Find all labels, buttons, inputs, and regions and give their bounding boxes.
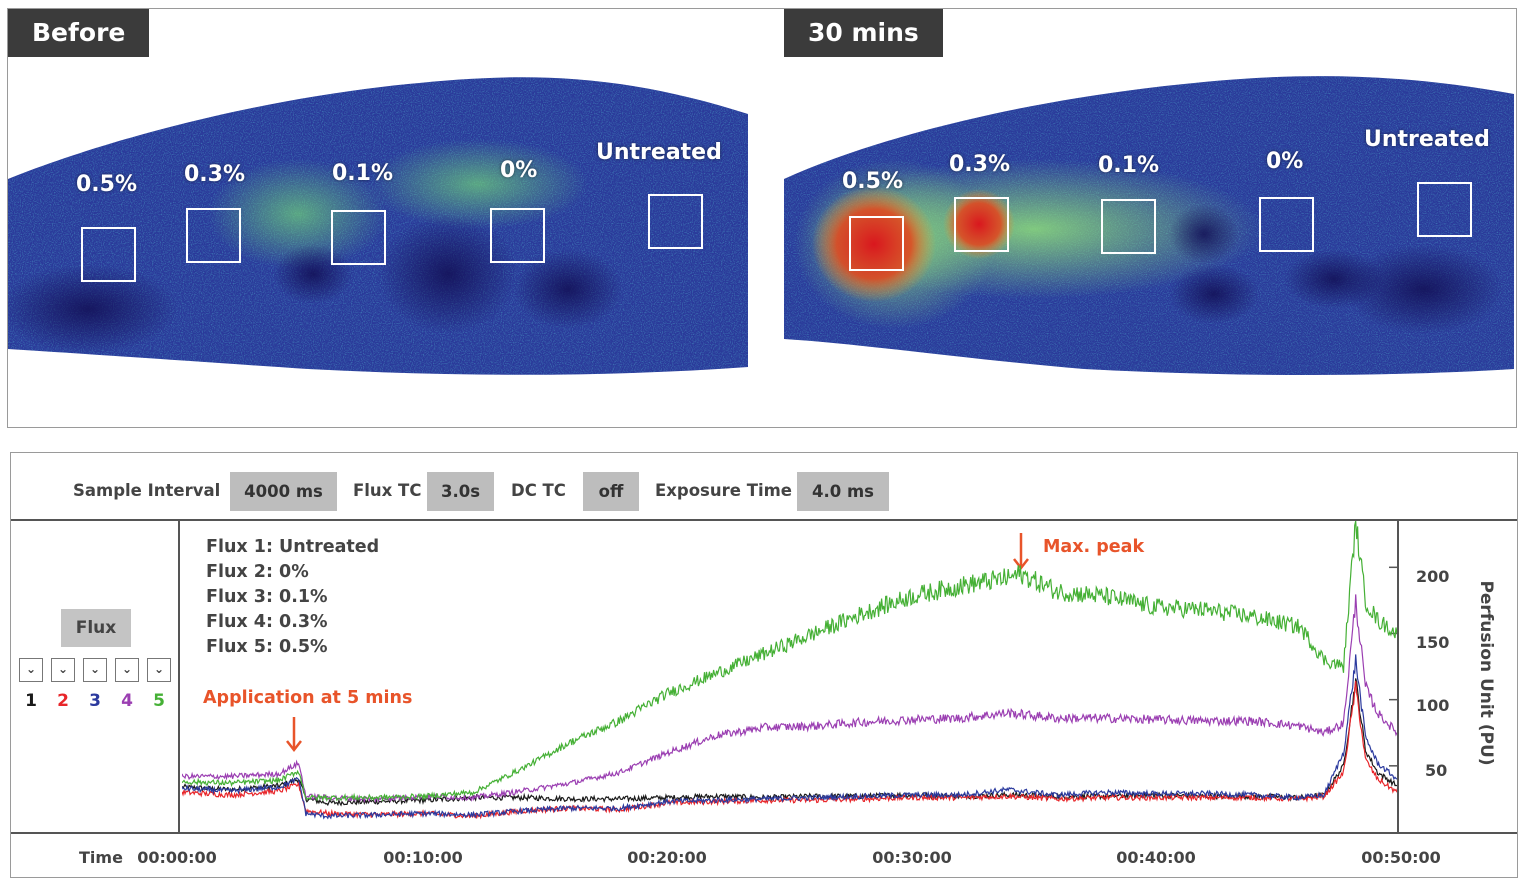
legend-flux-4: Flux 4: 0.3% xyxy=(206,612,328,632)
settings-bar: Sample Interval 4000 ms Flux TC 3.0s DC … xyxy=(11,453,1517,521)
channel-1-checkbox[interactable]: ⌄ xyxy=(19,658,43,682)
x-tick-label: 00:10:00 xyxy=(383,848,463,867)
y-tick-label: 100 xyxy=(1416,696,1450,715)
legend-flux-3: Flux 3: 0.1% xyxy=(206,587,328,607)
x-tick-label: 00:20:00 xyxy=(627,848,707,867)
x-tick-label: 00:30:00 xyxy=(872,848,952,867)
before-tag: Before xyxy=(8,9,150,57)
channel-3-number: 3 xyxy=(89,691,101,711)
roi-box[interactable] xyxy=(648,194,703,249)
roi-box[interactable] xyxy=(1259,197,1314,252)
series-line-flux-3 xyxy=(182,654,1397,820)
x-tick-label: 00:40:00 xyxy=(1116,848,1196,867)
roi-box[interactable] xyxy=(849,216,904,271)
dc-tc-value[interactable]: off xyxy=(583,472,639,511)
divider xyxy=(178,520,180,833)
flux-tc-label: Flux TC xyxy=(353,481,422,500)
channel-3-checkbox[interactable]: ⌄ xyxy=(83,658,107,682)
roi-label-before-untreated: Untreated xyxy=(596,140,722,165)
exposure-time-value[interactable]: 4.0 ms xyxy=(797,472,889,511)
y-axis-title: Perfusion Unit (PU) xyxy=(1476,580,1496,766)
roi-box[interactable] xyxy=(81,227,136,282)
max-peak-annotation: Max. peak xyxy=(1043,537,1145,557)
series-line-flux-2 xyxy=(182,680,1397,820)
channel-2-checkbox[interactable]: ⌄ xyxy=(51,658,75,682)
chevron-down-icon: ⌄ xyxy=(57,662,69,676)
chevron-down-icon: ⌄ xyxy=(25,662,37,676)
exposure-time-label: Exposure Time xyxy=(655,481,792,500)
legend-flux-2: Flux 2: 0% xyxy=(206,562,309,582)
before-perfusion-image: Before 0.5% 0.3% 0.1% 0% Untreated xyxy=(8,9,748,379)
x-tick-label: 00:50:00 xyxy=(1361,848,1441,867)
y-tick-label: 200 xyxy=(1416,567,1450,586)
roi-label-before-0-3: 0.3% xyxy=(184,162,246,187)
channel-2-number: 2 xyxy=(57,691,69,711)
series-line-flux-5 xyxy=(182,521,1397,802)
roi-label-after-0: 0% xyxy=(1266,149,1304,174)
series-line-flux-4 xyxy=(182,594,1397,804)
channel-4-number: 4 xyxy=(121,691,133,711)
chevron-down-icon: ⌄ xyxy=(153,662,165,676)
channel-4-checkbox[interactable]: ⌄ xyxy=(115,658,139,682)
y-tick-label: 150 xyxy=(1416,633,1450,652)
roi-label-after-0-1: 0.1% xyxy=(1098,153,1160,178)
x-tick-label: 00:00:00 xyxy=(137,848,217,867)
roi-label-before-0-5: 0.5% xyxy=(76,172,138,197)
legend-flux-1: Flux 1: Untreated xyxy=(206,537,380,557)
chevron-down-icon: ⌄ xyxy=(89,662,101,676)
divider xyxy=(11,832,1517,834)
down-arrow-icon xyxy=(286,717,302,753)
roi-label-after-untreated: Untreated xyxy=(1364,127,1490,152)
roi-box[interactable] xyxy=(186,208,241,263)
channel-1-number: 1 xyxy=(25,691,37,711)
series-line-flux-1 xyxy=(182,678,1397,807)
dc-tc-label: DC TC xyxy=(511,481,566,500)
chevron-down-icon: ⌄ xyxy=(121,662,133,676)
roi-label-after-0-3: 0.3% xyxy=(949,152,1011,177)
y-tick-label: 50 xyxy=(1425,761,1448,780)
sample-interval-label: Sample Interval xyxy=(73,481,221,500)
roi-label-before-0: 0% xyxy=(500,158,538,183)
perfusion-image-panel: Before 0.5% 0.3% 0.1% 0% Untreated xyxy=(7,8,1517,428)
divider xyxy=(11,519,1517,521)
x-axis-title: Time xyxy=(79,848,123,867)
legend-flux-5: Flux 5: 0.5% xyxy=(206,637,328,657)
application-annotation: Application at 5 mins xyxy=(203,688,413,708)
channel-5-checkbox[interactable]: ⌄ xyxy=(147,658,171,682)
roi-box[interactable] xyxy=(490,208,545,263)
after-tag: 30 mins xyxy=(784,9,943,57)
flux-button[interactable]: Flux xyxy=(61,609,131,647)
roi-box[interactable] xyxy=(331,210,386,265)
after-perfusion-image: 30 mins 0.5% 0.3% 0.1% 0% Untreated xyxy=(784,9,1514,379)
perfusion-monitor-panel: Sample Interval 4000 ms Flux TC 3.0s DC … xyxy=(10,452,1518,878)
channel-5-number: 5 xyxy=(153,691,165,711)
sample-interval-value[interactable]: 4000 ms xyxy=(230,472,337,511)
roi-label-before-0-1: 0.1% xyxy=(332,161,394,186)
roi-box[interactable] xyxy=(1101,199,1156,254)
perfusion-plot xyxy=(182,521,1397,820)
roi-label-after-0-5: 0.5% xyxy=(842,169,904,194)
roi-box[interactable] xyxy=(1417,182,1472,237)
flux-tc-value[interactable]: 3.0s xyxy=(427,472,494,511)
roi-box[interactable] xyxy=(954,197,1009,252)
divider xyxy=(1397,520,1399,833)
